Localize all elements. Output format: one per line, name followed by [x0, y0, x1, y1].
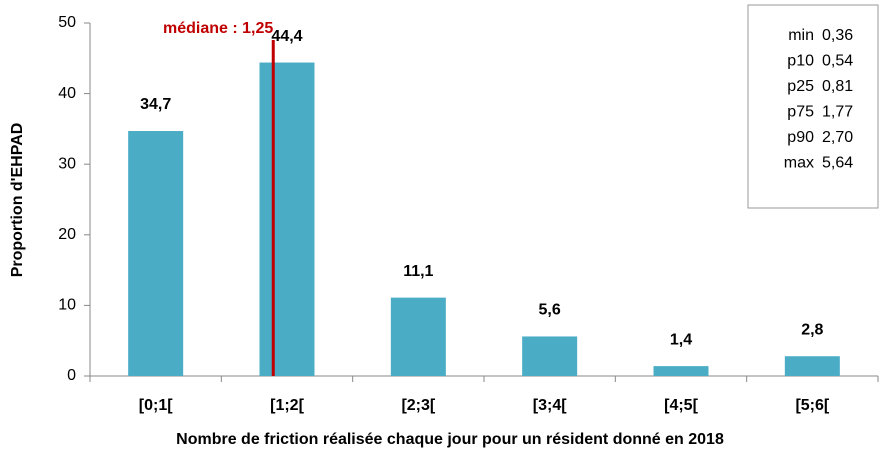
x-tick-label: [4;5[: [664, 397, 698, 414]
value-label: 44,4: [271, 28, 302, 45]
bar: [128, 131, 184, 376]
y-tick-label: 30: [58, 155, 76, 172]
stat-name: p25: [787, 78, 814, 95]
value-label: 34,7: [140, 96, 171, 113]
y-tick-label: 20: [58, 226, 76, 243]
x-axis-title: Nombre de friction réalisée chaque jour …: [176, 431, 724, 448]
stat-name: max: [784, 155, 814, 172]
stat-name: min: [788, 27, 814, 44]
stat-name: p90: [787, 129, 814, 146]
stat-value: 0,36: [822, 27, 853, 44]
stat-value: 1,77: [822, 104, 853, 121]
stat-value: 0,81: [822, 78, 853, 95]
value-label: 2,8: [801, 321, 823, 338]
bar: [522, 336, 578, 376]
bar: [390, 297, 446, 376]
stat-value: 2,70: [822, 129, 853, 146]
value-label: 1,4: [670, 331, 692, 348]
y-tick-label: 10: [58, 297, 76, 314]
y-tick-label: 40: [58, 85, 76, 102]
stat-value: 5,64: [822, 155, 853, 172]
stat-name: p10: [787, 53, 814, 70]
bar: [784, 356, 840, 376]
stat-value: 0,54: [822, 53, 853, 70]
y-tick-label: 0: [67, 367, 76, 384]
y-tick-label: 50: [58, 14, 76, 31]
median-label: médiane : 1,25: [163, 20, 273, 37]
x-tick-label: [5;6[: [795, 397, 829, 414]
x-tick-label: [1;2[: [270, 397, 304, 414]
bar: [259, 62, 315, 376]
x-tick-label: [0;1[: [139, 397, 173, 414]
bar: [653, 366, 709, 376]
x-tick-label: [2;3[: [401, 397, 435, 414]
value-label: 5,6: [539, 302, 561, 319]
x-tick-label: [3;4[: [533, 397, 567, 414]
value-label: 11,1: [403, 263, 433, 280]
stat-name: p75: [787, 104, 814, 121]
stats-box: [747, 4, 879, 209]
y-axis-title: Proportion d'EHPAD: [9, 123, 26, 278]
